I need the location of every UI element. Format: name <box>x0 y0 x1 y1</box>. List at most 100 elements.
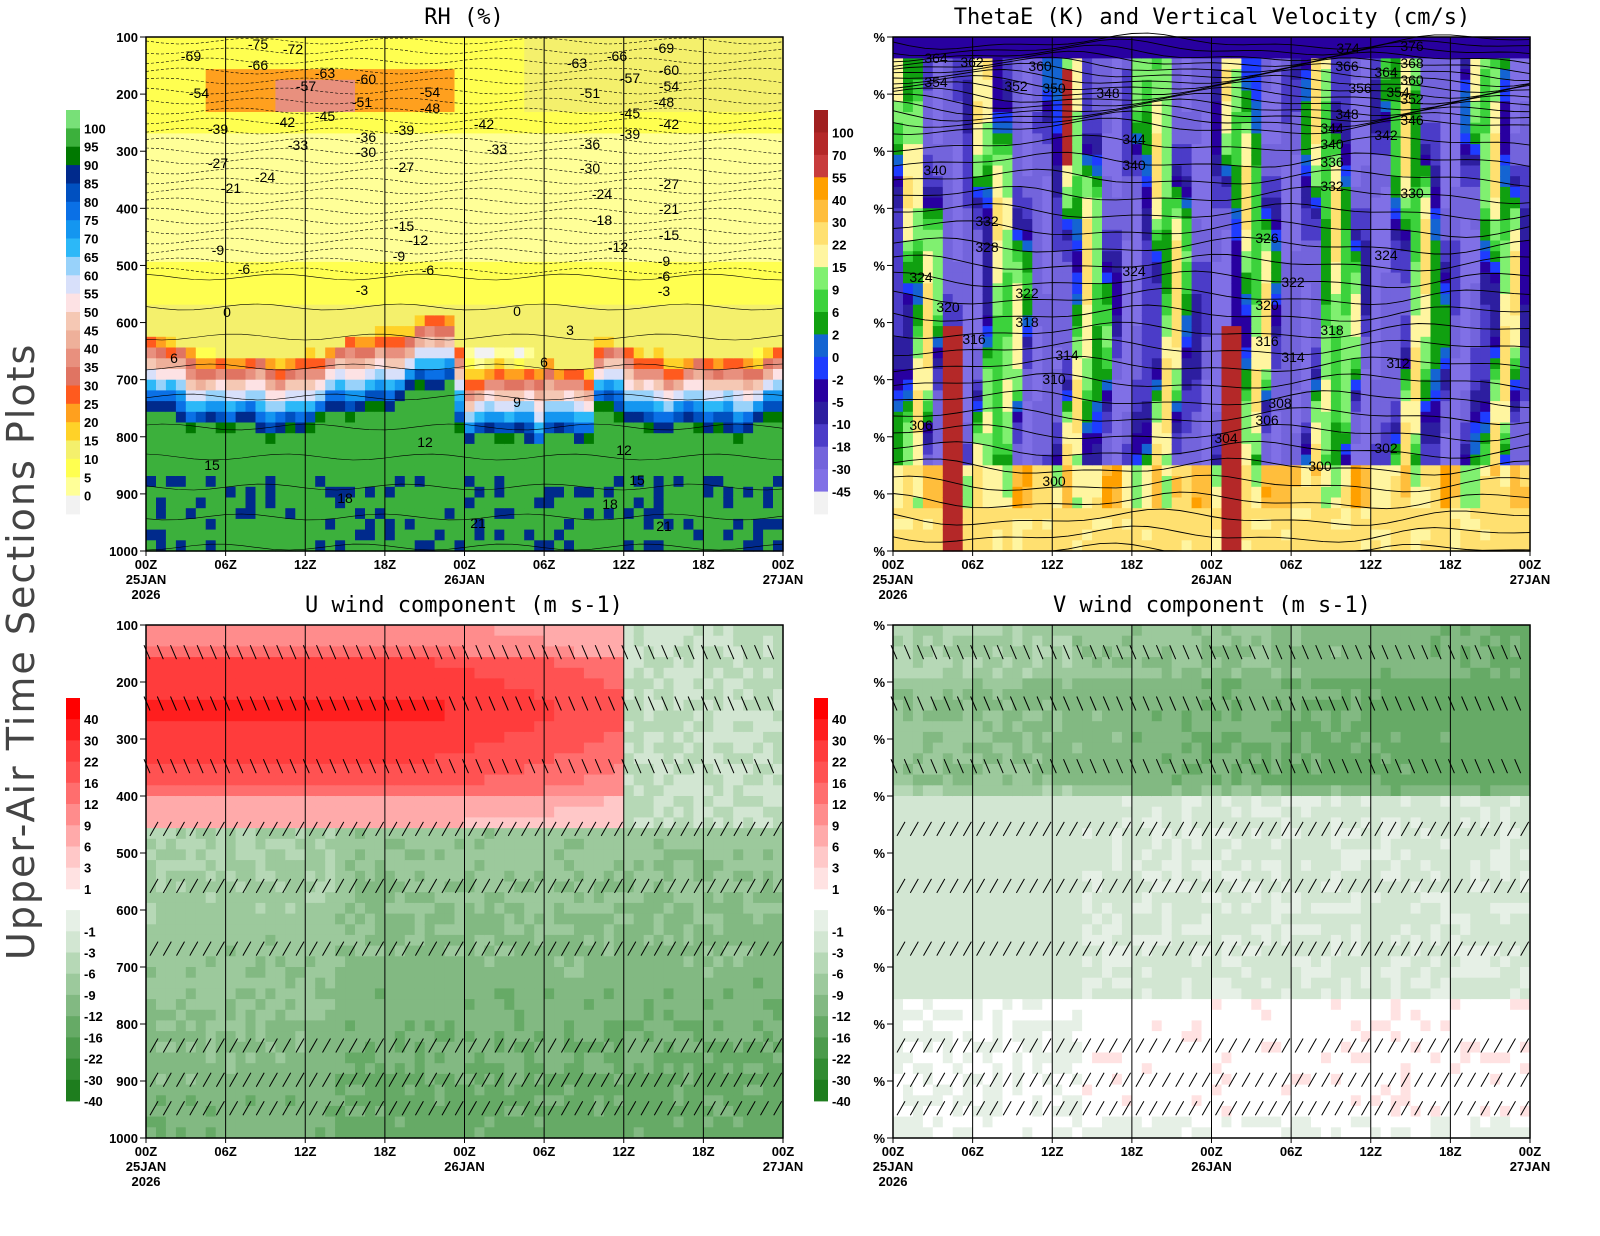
field-cell <box>962 369 974 381</box>
field-cell <box>1241 304 1252 316</box>
field-cell <box>514 261 525 274</box>
field-cell <box>454 369 466 381</box>
field-cell <box>603 90 615 102</box>
field-cell <box>1022 465 1033 477</box>
field-cell <box>345 315 356 327</box>
field-cell <box>1121 37 1133 49</box>
field-cell <box>1042 229 1053 242</box>
field-cell <box>384 358 396 370</box>
field-cell <box>1002 37 1014 49</box>
field-cell <box>972 144 984 156</box>
field-cell <box>653 251 665 263</box>
field-cell <box>1082 401 1093 413</box>
field-cell <box>454 186 466 199</box>
field-cell <box>355 529 366 541</box>
field-cell <box>653 518 665 531</box>
field-cell <box>1241 369 1252 381</box>
field-cell <box>1231 411 1242 424</box>
field-cell <box>1151 272 1163 284</box>
field-cell <box>1042 186 1053 199</box>
field-cell <box>504 144 515 156</box>
field-cell <box>942 508 954 520</box>
field-cell <box>903 326 914 338</box>
field-cell <box>613 294 625 306</box>
field-cell <box>534 390 545 402</box>
field-cell <box>703 154 714 167</box>
field-cell <box>365 508 376 520</box>
field-cell <box>952 133 964 145</box>
field-cell <box>215 369 227 381</box>
field-cell <box>434 347 446 359</box>
field-cell <box>733 251 744 263</box>
field-cell <box>703 261 714 274</box>
field-cell <box>1211 197 1223 209</box>
date-label-mid: 26JAN <box>444 572 484 587</box>
field-cell <box>593 283 605 295</box>
field-cell <box>1131 37 1143 49</box>
field-cell <box>1112 261 1123 274</box>
field-cell <box>384 101 396 113</box>
field-cell <box>992 326 1004 338</box>
field-cell <box>235 369 247 381</box>
field-cell <box>205 261 217 274</box>
field-cell <box>564 101 575 113</box>
field-cell <box>962 422 974 434</box>
field-cell <box>285 497 296 509</box>
field-cell <box>394 390 406 402</box>
field-cell <box>315 465 326 477</box>
field-cell <box>1251 261 1262 274</box>
field-cell <box>245 465 257 477</box>
field-cell <box>454 379 466 391</box>
field-cell <box>693 486 704 499</box>
field-cell <box>633 47 645 59</box>
field-cell <box>603 165 615 177</box>
field-cell <box>763 347 774 359</box>
field-cell <box>1251 90 1262 102</box>
field-cell <box>1082 411 1093 424</box>
field-cell <box>603 347 615 359</box>
field-cell <box>733 219 744 231</box>
field-cell <box>1082 422 1093 434</box>
field-cell <box>1131 422 1143 434</box>
field-cell <box>265 47 276 59</box>
field-cell <box>285 261 296 274</box>
field-cell <box>633 497 645 509</box>
field-cell <box>992 347 1004 359</box>
field-cell <box>972 122 984 134</box>
field-cell <box>992 283 1004 295</box>
field-cell <box>335 347 346 359</box>
field-cell <box>245 219 257 231</box>
field-cell <box>893 465 904 477</box>
field-cell <box>982 379 994 391</box>
field-cell <box>574 529 585 541</box>
field-cell <box>524 476 535 488</box>
field-cell <box>1151 208 1163 220</box>
field-cell <box>524 229 535 242</box>
field-cell <box>225 443 237 456</box>
field-cell <box>1022 240 1033 252</box>
field-cell <box>554 465 565 477</box>
field-cell <box>384 518 396 531</box>
field-cell <box>673 69 685 81</box>
field-cell <box>305 165 316 177</box>
contour-line <box>145 107 784 115</box>
field-cell <box>753 422 764 434</box>
field-cell <box>893 433 904 445</box>
field-cell <box>156 58 167 70</box>
field-cell <box>903 390 914 402</box>
field-cell <box>295 272 306 284</box>
field-cell <box>205 476 217 488</box>
field-cell <box>773 112 784 124</box>
field-cell <box>1131 58 1143 70</box>
field-cell <box>773 154 784 167</box>
field-cell <box>1042 69 1053 81</box>
field-cell <box>763 47 774 59</box>
field-cell <box>982 154 994 167</box>
field-cell <box>1102 154 1113 167</box>
legend-label: 0 <box>84 489 91 504</box>
field-cell <box>454 58 466 70</box>
field-cell <box>564 37 575 49</box>
field-cell <box>583 518 595 531</box>
field-cell <box>464 326 476 338</box>
field-cell <box>146 304 157 316</box>
